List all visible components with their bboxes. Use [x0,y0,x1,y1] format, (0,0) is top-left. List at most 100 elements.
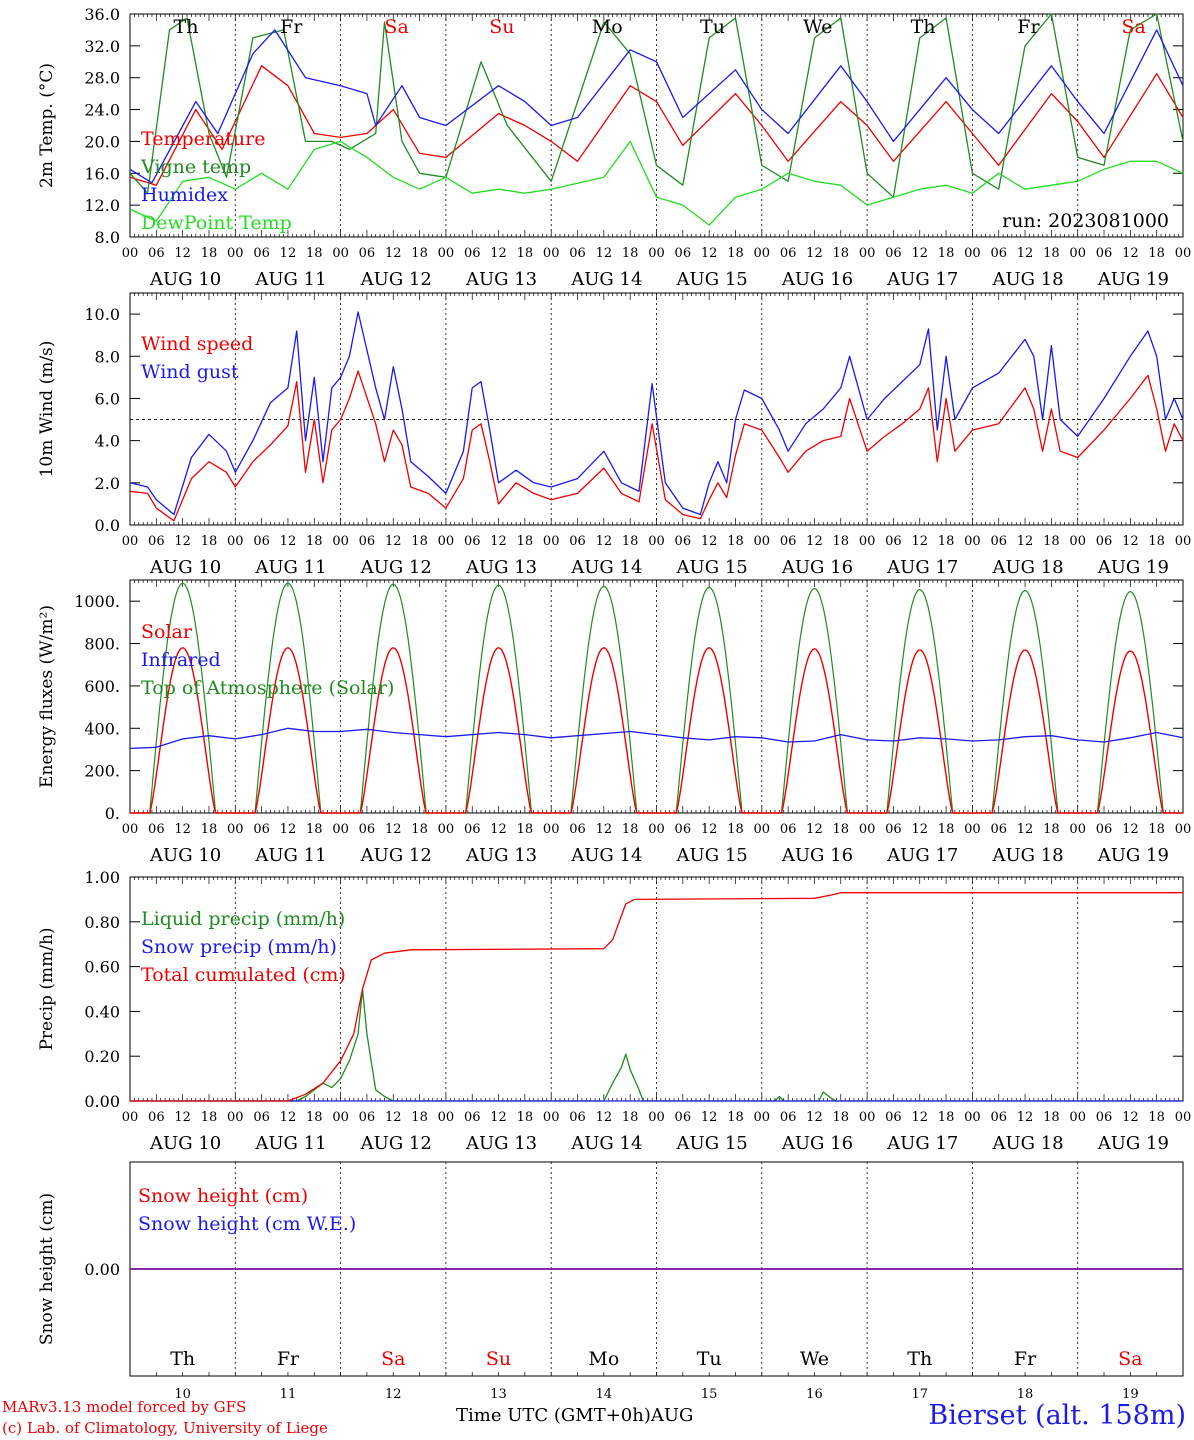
hour-tick-label: 00 [1069,1110,1086,1125]
weekday-label: Sa [381,1348,405,1370]
hour-tick-label: 12 [701,246,718,261]
hour-tick-label: 06 [675,246,692,261]
hour-tick-label: 06 [675,822,692,837]
hour-tick-label: 00 [1175,246,1192,261]
date-label: AUG 15 [676,269,748,290]
date-label: AUG 13 [465,557,537,578]
y-tick-label: 0.40 [84,1002,120,1021]
hour-tick-label: 12 [701,1110,718,1125]
hour-tick-label: 12 [174,822,191,837]
hour-tick-label: 00 [1175,822,1192,837]
y-tick-label: 0.20 [84,1047,120,1066]
hour-tick-label: 18 [833,1110,850,1125]
weekday-label: We [800,1348,829,1370]
hour-tick-label: 18 [411,822,428,837]
hour-tick-label: 00 [438,822,455,837]
date-label: AUG 19 [1097,269,1169,290]
y-tick-label: 1.00 [84,868,120,887]
date-label: AUG 19 [1097,557,1169,578]
hour-tick-label: 18 [517,1110,534,1125]
day-number: 11 [280,1387,297,1402]
hour-tick-label: 18 [833,822,850,837]
hour-tick-label: 18 [727,822,744,837]
y-tick-label: 24.0 [84,101,120,120]
legend-entry: DewPoint Temp [141,212,292,234]
hour-tick-label: 18 [411,534,428,549]
hour-tick-label: 12 [174,1110,191,1125]
hour-tick-label: 06 [359,246,376,261]
hour-tick-label: 06 [253,534,270,549]
weekday-label: Sa [1122,16,1146,38]
hour-tick-label: 00 [1069,246,1086,261]
hour-tick-label: 06 [990,1110,1007,1125]
hour-tick-label: 12 [1017,822,1034,837]
hour-tick-label: 18 [517,534,534,549]
hour-tick-label: 06 [990,246,1007,261]
legend-entry: Snow height (cm W.E.) [138,1213,356,1235]
hour-tick-label: 06 [569,822,586,837]
hour-tick-label: 00 [754,246,771,261]
hour-tick-label: 06 [253,246,270,261]
y-tick-label: 2.0 [95,474,120,493]
hour-tick-label: 06 [990,534,1007,549]
hour-tick-label: 18 [411,1110,428,1125]
series-humidex [129,29,1184,184]
hour-tick-label: 00 [227,1110,244,1125]
weekday-label: Su [486,1348,511,1370]
hour-tick-label: 18 [1043,246,1060,261]
x-axis-label: Time UTC (GMT+0h)AUG [456,1405,693,1426]
hour-tick-label: 00 [438,534,455,549]
y-tick-label: 28.0 [84,69,120,88]
day-number: 12 [385,1387,402,1402]
day-number: 13 [490,1387,507,1402]
legend-entry: Infrared [141,649,221,671]
hour-tick-label: 00 [964,1110,981,1125]
series-vigne-temp [129,13,1184,198]
hour-tick-label: 18 [833,534,850,549]
y-tick-label: 0.0 [95,516,120,535]
legend-entry: Humidex [141,184,228,206]
hour-tick-label: 06 [148,534,165,549]
series-total-cumulated-cm [130,892,1183,1102]
weekday-label: Mo [592,16,623,38]
hour-tick-label: 00 [543,246,560,261]
hour-tick-label: 18 [622,822,639,837]
date-label: AUG 11 [254,845,326,866]
hour-tick-label: 12 [596,534,613,549]
hour-tick-label: 18 [517,822,534,837]
y-axis-label: Energy fluxes (W/m²) [37,605,57,788]
day-number: 17 [911,1387,928,1402]
hour-tick-label: 06 [148,246,165,261]
legend-entry: Temperature [141,128,265,150]
hour-tick-label: 18 [306,822,323,837]
y-tick-label: 400. [84,719,120,738]
y-tick-label: 0.00 [84,1092,120,1111]
hour-tick-label: 18 [306,534,323,549]
hour-tick-label: 12 [596,246,613,261]
hour-tick-label: 06 [569,534,586,549]
hour-tick-label: 12 [806,534,823,549]
date-label: AUG 19 [1097,845,1169,866]
hour-tick-label: 06 [1096,822,1113,837]
hour-tick-label: 18 [938,1110,955,1125]
hour-tick-label: 06 [148,822,165,837]
date-label: AUG 11 [254,1133,326,1154]
weekday-label: We [803,16,832,38]
hour-tick-label: 12 [385,246,402,261]
hour-tick-label: 12 [1017,246,1034,261]
hour-tick-label: 18 [1043,534,1060,549]
hour-tick-label: 12 [490,534,507,549]
y-axis-label: 10m Wind (m/s) [37,341,57,478]
hour-tick-label: 18 [411,246,428,261]
hour-tick-label: 12 [280,246,297,261]
weekday-label: Th [911,16,936,38]
hour-tick-label: 00 [754,1110,771,1125]
hour-tick-label: 00 [859,822,876,837]
hour-tick-label: 06 [885,822,902,837]
date-label: AUG 10 [149,557,221,578]
y-axis-label: Snow height (cm) [37,1193,57,1345]
hour-tick-label: 12 [385,822,402,837]
credit-model: MARv3.13 model forced by GFS [2,1398,247,1416]
hour-tick-label: 06 [464,822,481,837]
legend-entry: Liquid precip (mm/h) [141,908,345,930]
